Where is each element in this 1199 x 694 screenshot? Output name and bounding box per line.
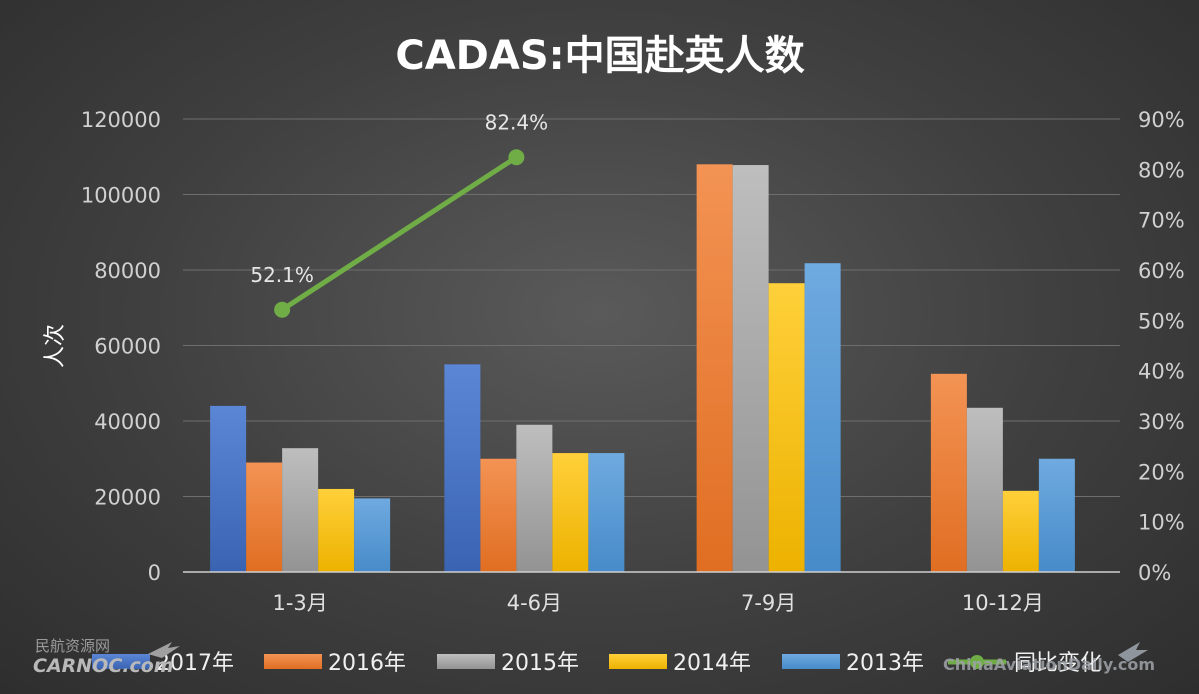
bar-2013年-7-9月 bbox=[804, 263, 841, 572]
bar-2017年-1-3月 bbox=[210, 405, 247, 572]
yoy-point bbox=[508, 149, 525, 166]
y2-tick-label: 40% bbox=[1138, 360, 1185, 384]
y-tick-label: 40000 bbox=[94, 410, 161, 434]
bar-2016年-4-6月 bbox=[480, 458, 517, 572]
yoy-line-series: 52.1% 82.4% bbox=[250, 110, 548, 318]
plane-logo-icon bbox=[148, 642, 180, 658]
bar-2015年-10-12月 bbox=[966, 407, 1003, 572]
legend-swatch bbox=[782, 654, 840, 669]
y-tick-label: 60000 bbox=[94, 335, 161, 359]
bar-2016年-1-3月 bbox=[246, 462, 283, 572]
yoy-data-label: 82.4% bbox=[485, 110, 549, 134]
watermark-cn-text: 民航资源网 bbox=[35, 637, 110, 655]
bars bbox=[210, 164, 1075, 573]
bar-2015年-7-9月 bbox=[732, 165, 769, 572]
bar-2014年-10-12月 bbox=[1002, 490, 1039, 572]
yoy-line bbox=[279, 154, 519, 313]
y2-tick-label: 20% bbox=[1138, 460, 1185, 484]
y2-tick-label: 50% bbox=[1138, 309, 1185, 333]
bar-2014年-4-6月 bbox=[552, 453, 589, 572]
legend-label: 2014年 bbox=[673, 651, 751, 676]
y-axis-right: 0% 10% 20% 30% 40% 50% 60% 70% 80% 90% bbox=[1138, 108, 1185, 585]
x-category-label: 4-6月 bbox=[507, 591, 562, 615]
y-axis-left: 0 20000 40000 60000 80000 100000 120000 bbox=[81, 108, 161, 585]
watermark-right: ChinaAviationDaily.com bbox=[943, 642, 1155, 674]
legend-label: 2013年 bbox=[846, 651, 924, 676]
watermark-right-text: ChinaAviationDaily.com bbox=[943, 655, 1155, 674]
y-tick-label: 80000 bbox=[94, 259, 161, 283]
bar-2014年-1-3月 bbox=[318, 488, 355, 572]
y2-tick-label: 80% bbox=[1138, 158, 1185, 182]
legend-label: 同比变化 bbox=[1014, 651, 1102, 676]
y-axis-label: 人次 bbox=[43, 324, 68, 368]
legend-swatch bbox=[437, 654, 495, 669]
bar-2013年-4-6月 bbox=[588, 453, 625, 572]
x-category-label: 1-3月 bbox=[272, 591, 327, 615]
y-tick-label: 0 bbox=[148, 561, 161, 585]
yoy-data-label: 52.1% bbox=[250, 263, 314, 287]
legend-swatch bbox=[609, 654, 667, 669]
legend-label: 2016年 bbox=[328, 651, 406, 676]
y2-tick-label: 70% bbox=[1138, 209, 1185, 233]
x-category-label: 10-12月 bbox=[962, 591, 1044, 615]
bar-2013年-1-3月 bbox=[354, 498, 391, 572]
yoy-point bbox=[274, 301, 291, 318]
y-tick-label: 120000 bbox=[81, 108, 161, 132]
x-category-label: 7-9月 bbox=[741, 591, 796, 615]
bar-2013年-10-12月 bbox=[1038, 458, 1075, 572]
legend-swatch bbox=[92, 654, 150, 669]
y-tick-label: 100000 bbox=[81, 184, 161, 208]
plane-logo-right-icon bbox=[1118, 642, 1148, 662]
y2-tick-label: 30% bbox=[1138, 410, 1185, 434]
y2-tick-label: 60% bbox=[1138, 259, 1185, 283]
legend: 2017年 2016年 2015年 2014年 2013年 同比变化 bbox=[92, 651, 1102, 676]
bar-2015年-1-3月 bbox=[282, 448, 319, 572]
y-tick-label: 20000 bbox=[94, 486, 161, 510]
bar-2015年-4-6月 bbox=[516, 424, 553, 572]
x-axis-categories: 1-3月 4-6月 7-9月 10-12月 bbox=[272, 591, 1043, 615]
chart-title: CADAS:中国赴英人数 bbox=[395, 33, 804, 79]
y2-tick-label: 0% bbox=[1138, 561, 1171, 585]
legend-swatch bbox=[264, 654, 322, 669]
watermark-carnoc: 民航资源网 CARNOC.com bbox=[33, 637, 180, 677]
legend-label: 2015年 bbox=[501, 651, 579, 676]
legend-label: 2017年 bbox=[156, 651, 234, 676]
bar-2016年-7-9月 bbox=[696, 164, 733, 573]
bar-2016年-10-12月 bbox=[930, 373, 967, 572]
y2-tick-label: 10% bbox=[1138, 511, 1185, 535]
watermark-carnoc-text: CARNOC.com bbox=[33, 655, 174, 677]
y2-tick-label: 90% bbox=[1138, 108, 1185, 132]
legend-swatch-marker bbox=[970, 655, 984, 669]
bar-2017年-4-6月 bbox=[444, 364, 481, 572]
bar-2014年-7-9月 bbox=[768, 283, 805, 572]
